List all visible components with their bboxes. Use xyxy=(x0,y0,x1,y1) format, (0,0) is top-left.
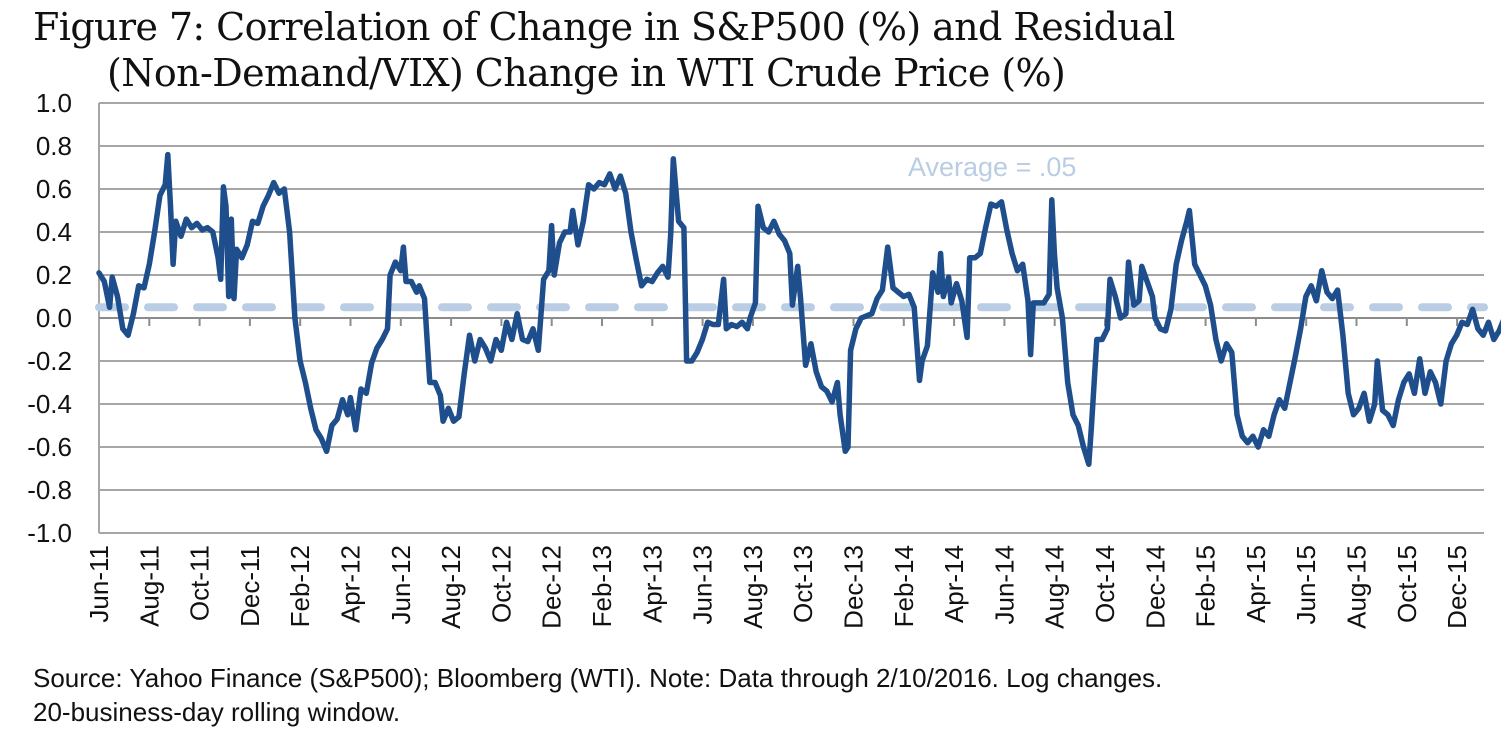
y-tick-label: -0.6 xyxy=(27,432,72,462)
y-tick-label: 1.0 xyxy=(36,88,72,118)
y-tick-label: 0.0 xyxy=(36,303,72,333)
chart-title-line1: Figure 7: Correlation of Change in S&P50… xyxy=(33,5,1175,49)
x-tick-label: Feb-14 xyxy=(889,545,919,627)
x-tick-label: Apr-15 xyxy=(1241,545,1271,623)
x-tick-label: Feb-13 xyxy=(587,545,617,627)
y-tick-label: -0.8 xyxy=(27,475,72,505)
source-note-line1: Source: Yahoo Finance (S&P500); Bloomber… xyxy=(33,663,1163,693)
x-tick-label: Apr-12 xyxy=(336,545,366,623)
x-tick-label: Jun-13 xyxy=(688,545,718,625)
x-tick-label: Aug-15 xyxy=(1342,545,1372,629)
y-tick-label: 0.4 xyxy=(36,217,72,247)
x-tick-label: Dec-12 xyxy=(537,545,567,629)
y-tick-label: -0.2 xyxy=(27,346,72,376)
x-tick-label: Dec-11 xyxy=(235,545,265,627)
average-annotation: Average = .05 xyxy=(908,152,1076,182)
x-tick-label: Dec-14 xyxy=(1140,545,1170,629)
x-tick-label: Jun-11 xyxy=(84,545,114,623)
x-tick-label: Feb-12 xyxy=(285,545,315,627)
x-tick-label: Oct-11 xyxy=(185,545,215,621)
x-tick-label: Jun-15 xyxy=(1291,545,1321,625)
x-tick-label: Oct-15 xyxy=(1392,545,1422,623)
x-tick-label: Aug-13 xyxy=(738,545,768,629)
x-tick-label: Oct-13 xyxy=(788,545,818,623)
chart-title: Figure 7: Correlation of Change in S&P50… xyxy=(33,4,1175,96)
y-tick-label: -0.4 xyxy=(27,389,72,419)
x-axis-tick-labels: Jun-11 Aug-11 Oct-11 Dec-11 Feb-12 Apr-12 Jun-… xyxy=(84,545,1472,629)
x-tick-label: Jun-12 xyxy=(386,545,416,625)
x-tick-label: Apr-13 xyxy=(637,545,667,623)
x-tick-label: Oct-14 xyxy=(1090,545,1120,623)
x-tick-label: Aug-11 xyxy=(134,545,164,627)
x-tick-label: Apr-14 xyxy=(939,545,969,623)
y-tick-label: 0.8 xyxy=(36,131,72,161)
y-tick-label: -1.0 xyxy=(27,518,72,548)
x-tick-label: Oct-12 xyxy=(486,545,516,623)
y-tick-label: 0.2 xyxy=(36,260,72,290)
x-tick-label: Jun-14 xyxy=(989,545,1019,625)
series-group xyxy=(96,151,1501,467)
axes xyxy=(98,103,1484,533)
x-tick-label: Feb-15 xyxy=(1191,545,1221,627)
y-tick-label: 0.6 xyxy=(36,174,72,204)
x-tick-label: Aug-12 xyxy=(436,545,466,629)
x-tick-label: Dec-13 xyxy=(839,545,869,629)
chart-title-line2: (Non-Demand/VIX) Change in WTI Crude Pri… xyxy=(107,51,1066,95)
x-tick-label: Dec-15 xyxy=(1442,545,1472,629)
x-tick-label: Aug-14 xyxy=(1040,545,1070,629)
y-axis-tick-labels: 1.0 0.8 0.6 0.4 0.2 0.0 -0.2 -0.4 -0.6 -0.8 -1.0 xyxy=(27,88,72,548)
source-note: Source: Yahoo Finance (S&P500); Bloomber… xyxy=(33,661,1162,729)
source-note-line2: 20-business-day rolling window. xyxy=(33,697,401,727)
